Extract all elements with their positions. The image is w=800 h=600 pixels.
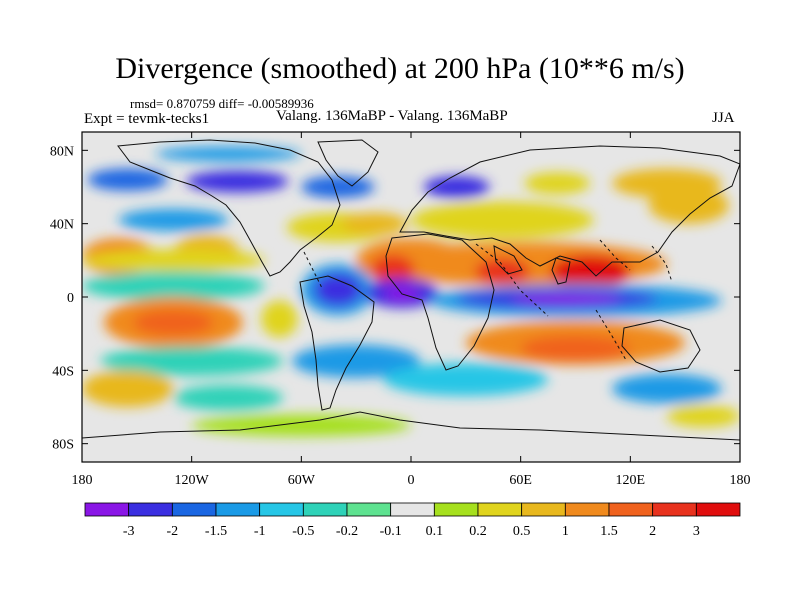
colorbar-swatch-12 <box>608 502 654 517</box>
field-anomaly-7 <box>648 187 730 224</box>
y-tick-label-4: 80S <box>52 438 74 453</box>
colorbar-label-5: -0.2 <box>336 524 358 539</box>
field-anomaly-35 <box>82 370 174 407</box>
x-tick-label-4: 60E <box>509 473 532 488</box>
field-anomaly-0 <box>155 146 302 162</box>
axis-ticks: 180 120W 60W 0 60E 120E 180 80N 40N 0 40S 80S <box>50 132 751 488</box>
x-tick-label-3: 0 <box>408 473 415 488</box>
field-anomaly-4 <box>423 176 490 198</box>
colorbar-swatch-0 <box>84 502 130 517</box>
colorbar-label-2: -1.5 <box>205 524 227 539</box>
field-anomaly-14 <box>82 249 265 272</box>
colorbar-swatch-6 <box>346 502 392 517</box>
colorbar-label-9: 0.5 <box>513 524 531 539</box>
field-anomaly-1 <box>87 168 168 191</box>
colorbar-label-8: 0.2 <box>469 524 487 539</box>
colorbar-swatch-8 <box>433 502 479 517</box>
field-anomaly-38 <box>612 374 722 404</box>
stats-text: rmsd= 0.870759 diff= -0.00589936 <box>130 96 314 111</box>
field-anomaly-32 <box>520 335 631 362</box>
field-anomaly-34 <box>292 344 421 378</box>
colorbar-swatch-9 <box>477 502 523 517</box>
colorbar-label-4: -0.5 <box>292 524 314 539</box>
field-anomaly-39 <box>191 414 411 437</box>
colorbar-label-1: -2 <box>166 524 178 539</box>
plot-area <box>82 132 740 462</box>
colorbar-swatch-4 <box>259 502 304 517</box>
y-tick-label-3: 40S <box>52 364 74 379</box>
field-anomaly-2 <box>186 170 289 193</box>
colorbar-swatch-1 <box>128 502 173 517</box>
colorbar-swatch-2 <box>171 502 217 517</box>
colorbar-label-7: 0.1 <box>426 524 444 539</box>
y-tick-label-0: 80N <box>50 144 74 159</box>
x-tick-label-1: 120W <box>175 473 210 488</box>
colorbar-label-3: -1 <box>254 524 266 539</box>
field-anomaly-37 <box>383 363 549 396</box>
field-anomaly-17 <box>370 254 415 285</box>
colorbar-swatch-10 <box>521 502 566 517</box>
colorbar: -3 -2 -1.5 -1 -0.5 -0.2 -0.1 0.1 0.2 0.5 1 1.5 2 3 <box>84 502 741 539</box>
field-anomaly-33 <box>100 346 284 376</box>
y-tick-label-2: 0 <box>67 291 74 306</box>
x-tick-label-6: 180 <box>730 473 751 488</box>
colorbar-label-10: 1 <box>562 524 569 539</box>
x-tick-label-5: 120E <box>616 473 646 488</box>
colorbar-label-12: 2 <box>649 524 656 539</box>
colorbar-swatch-14 <box>695 502 741 517</box>
field-anomaly-10 <box>411 201 594 239</box>
field-anomaly-27 <box>511 293 622 305</box>
coastlines <box>82 139 740 441</box>
colorbar-label-11: 1.5 <box>600 524 618 539</box>
field-anomaly-20 <box>82 271 265 301</box>
field-anomaly-29 <box>133 309 214 336</box>
colorbar-swatch-13 <box>652 502 697 517</box>
y-tick-label-1: 40N <box>50 218 74 233</box>
field-anomaly-40 <box>666 405 740 428</box>
experiment-label: Expt = tevmk-tecks1 <box>84 111 210 127</box>
colorbar-label-0: -3 <box>123 524 135 539</box>
chart-subtitle: Valang. 136MaBP - Valang. 136MaBP <box>276 108 508 124</box>
colorbar-swatch-11 <box>564 502 610 517</box>
colorbar-label-13: 3 <box>693 524 700 539</box>
field-anomaly-11 <box>118 209 229 231</box>
colorbar-swatch-5 <box>302 502 348 517</box>
field-anomaly-30 <box>261 300 298 338</box>
field-layer <box>82 146 740 437</box>
x-tick-label-0: 180 <box>72 473 93 488</box>
field-anomaly-18 <box>474 258 530 285</box>
field-anomaly-9 <box>341 212 408 235</box>
chart-title: Divergence (smoothed) at 200 hPa (10**6 … <box>115 52 685 85</box>
colorbar-swatch-3 <box>215 502 261 517</box>
colorbar-swatch-7 <box>390 502 435 517</box>
field-anomaly-36 <box>173 385 284 411</box>
field-anomaly-5 <box>524 172 591 195</box>
season-label: JJA <box>712 110 735 126</box>
field-anomaly-3 <box>301 176 375 198</box>
x-tick-label-2: 60W <box>288 473 316 488</box>
field-anomaly-22 <box>314 273 362 307</box>
colorbar-label-6: -0.1 <box>380 524 402 539</box>
